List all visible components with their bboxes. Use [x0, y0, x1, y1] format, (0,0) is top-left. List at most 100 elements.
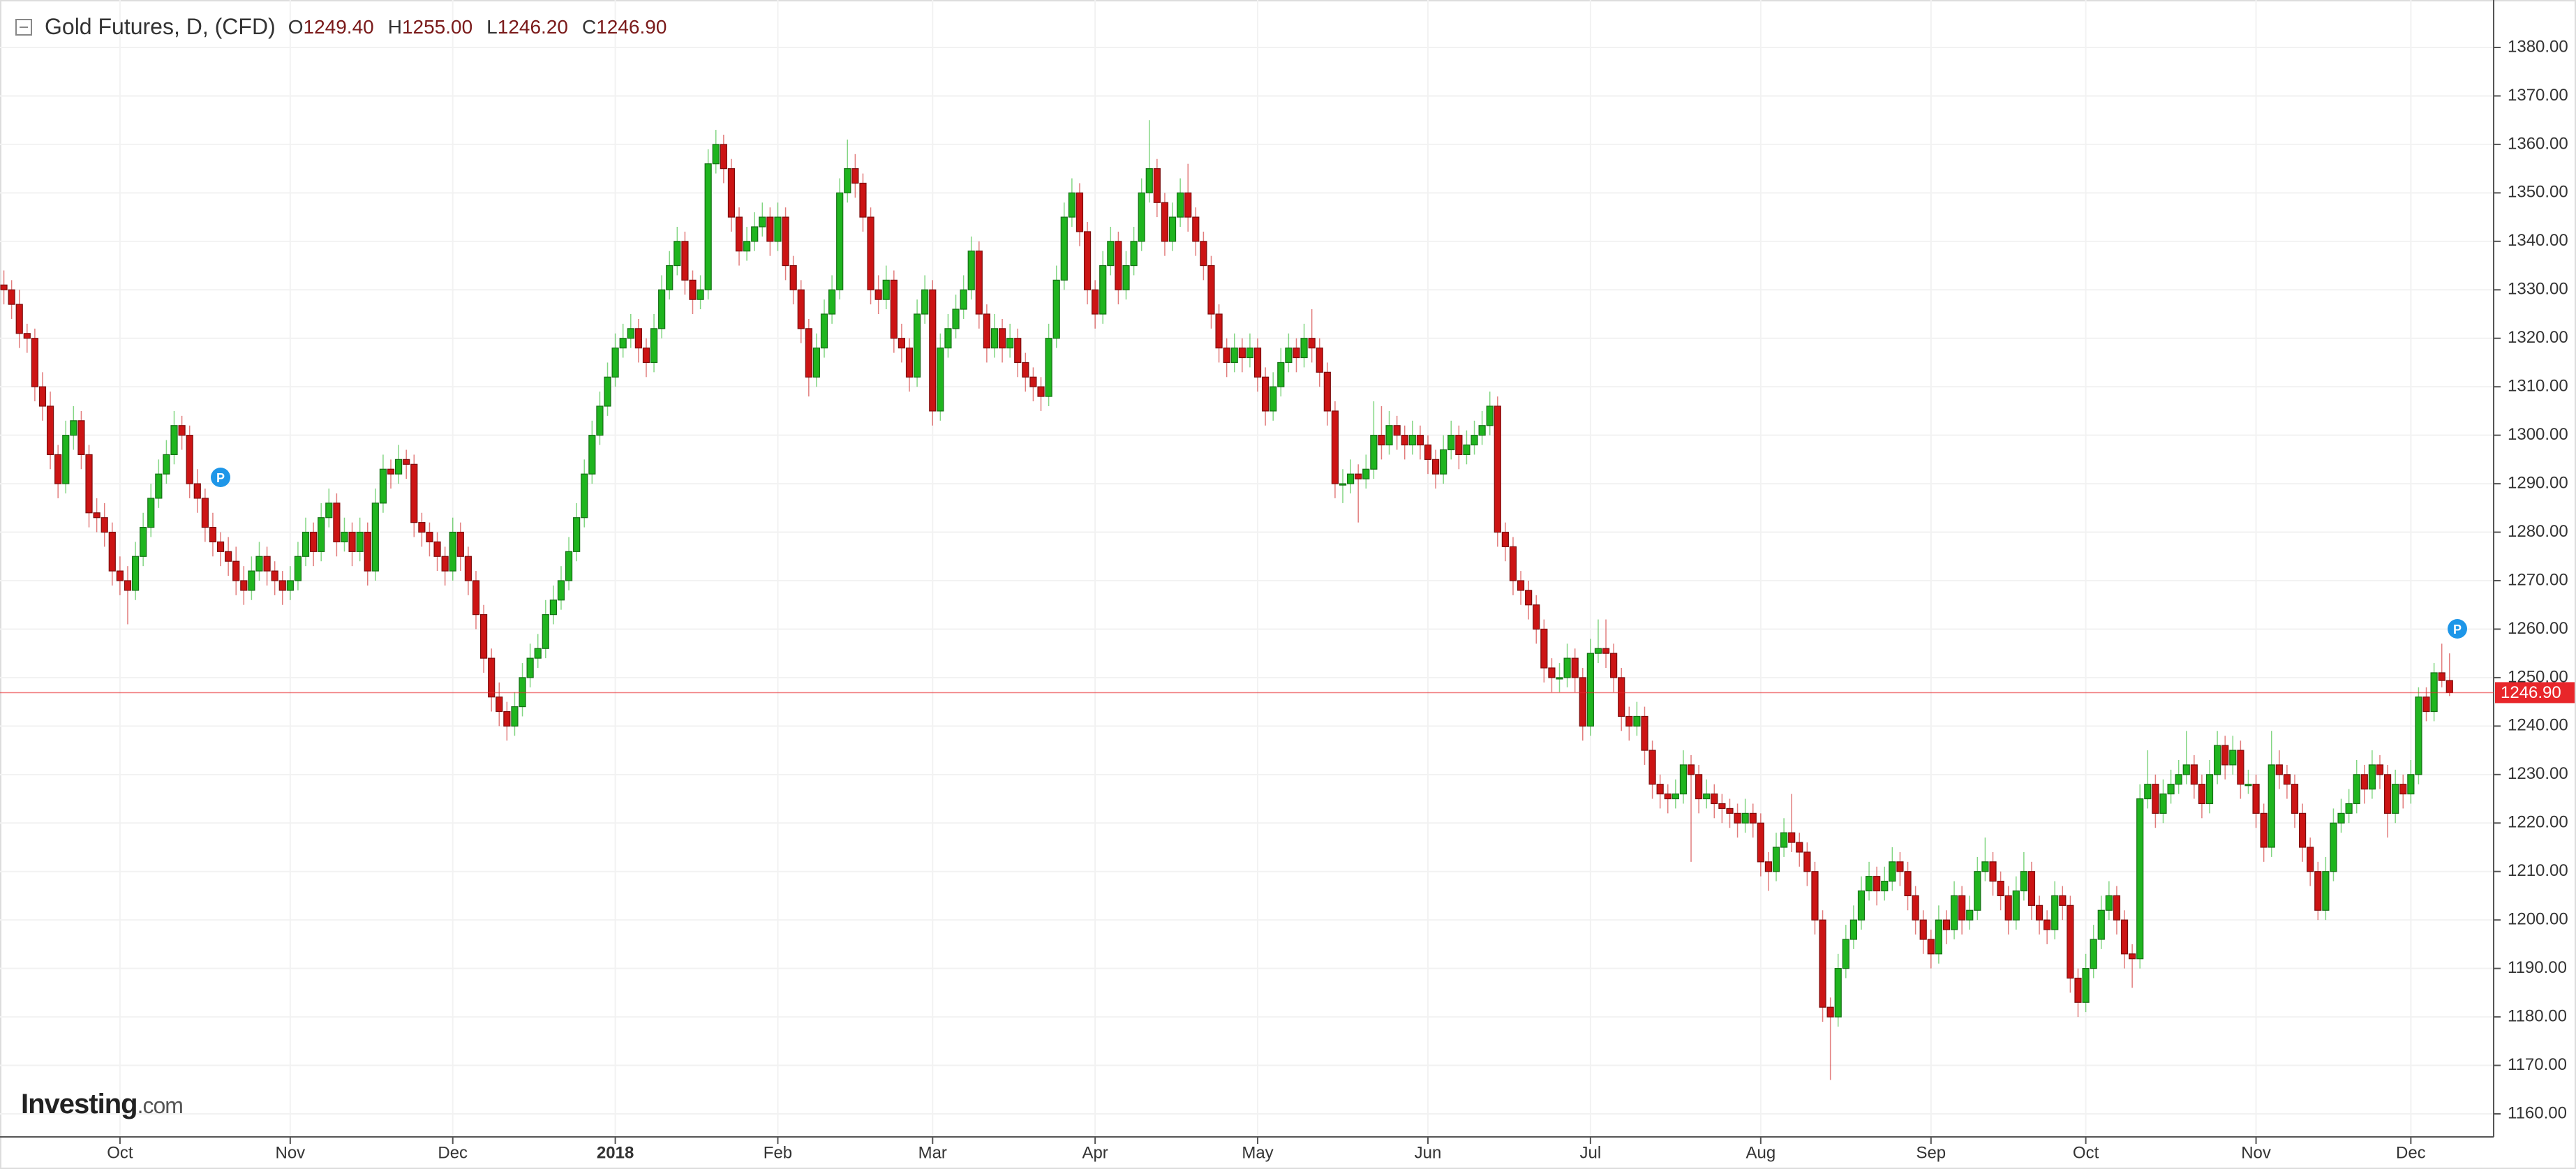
candle-body: [1942, 919, 1951, 930]
candle-body: [1355, 473, 1362, 479]
candle-body: [2144, 784, 2152, 800]
candle-body: [929, 289, 937, 412]
candle-body: [2252, 784, 2260, 814]
candle-body: [1525, 590, 1533, 606]
candle-body: [898, 338, 906, 349]
candle-body: [70, 420, 77, 436]
candle-body: [433, 541, 441, 557]
candle-body: [1362, 468, 1370, 479]
candle-body: [1393, 425, 1401, 436]
candle-body: [2027, 871, 2036, 906]
ohlc-item: L1246.20: [486, 16, 568, 38]
candle-body: [557, 580, 565, 601]
candle-body: [1571, 657, 1579, 678]
candle-body: [2113, 895, 2121, 921]
candle-body: [15, 304, 23, 334]
candle-body: [2283, 774, 2291, 785]
candle-body: [1912, 895, 1919, 921]
candle-body: [2059, 895, 2067, 906]
candle-body: [1501, 531, 1509, 547]
x-tick-label: Sep: [1916, 1143, 1946, 1162]
candle-body: [31, 338, 39, 387]
candle-body: [2330, 822, 2337, 872]
candle-body: [2136, 798, 2144, 960]
candle-body: [2360, 774, 2368, 790]
candle-body: [921, 289, 929, 315]
candle-body: [2074, 977, 2082, 1003]
candle-body: [2229, 750, 2237, 766]
x-tick-label: Nov: [276, 1143, 306, 1162]
candle-body: [1184, 192, 1192, 218]
x-tick-label: Dec: [2396, 1143, 2426, 1162]
last-price-label: 1246.90: [2501, 683, 2561, 702]
candle-body: [1796, 842, 1803, 853]
candle-body: [1966, 909, 1974, 921]
ohlc-value: 1249.40: [303, 15, 374, 38]
brand-suffix: .com: [137, 1093, 184, 1118]
candle-body: [2175, 774, 2182, 785]
candle-body: [828, 289, 836, 315]
y-tick-label: 1190.00: [2508, 958, 2567, 977]
candle-body: [1130, 241, 1138, 267]
candle-body: [1974, 871, 1981, 911]
candle-body: [634, 328, 642, 349]
candle-body: [387, 468, 395, 475]
ohlc-label: L: [486, 15, 498, 38]
candle-body: [503, 710, 511, 727]
candle-body: [2198, 784, 2206, 805]
candle-body: [844, 168, 851, 193]
candle-body: [1092, 289, 1099, 315]
ohlc-item: C1246.90: [582, 16, 667, 38]
candle-body: [426, 531, 433, 543]
candle-body: [1115, 241, 1122, 290]
candle-body: [1029, 376, 1037, 387]
candle-body: [812, 348, 821, 378]
candle-body: [496, 697, 503, 713]
candle-body: [1346, 473, 1355, 484]
candle-body: [673, 241, 681, 267]
candle-body: [2182, 764, 2190, 775]
candle-body: [937, 348, 944, 412]
candle-body: [1594, 648, 1602, 654]
y-tick-label: 1370.00: [2508, 86, 2568, 105]
candle-body: [1408, 435, 1416, 446]
candle-body: [301, 531, 310, 557]
candle-body: [2322, 871, 2330, 911]
candle-body: [163, 454, 170, 475]
candle-body: [395, 459, 403, 475]
collapse-button[interactable]: [15, 18, 32, 36]
candle-body: [488, 657, 496, 698]
candle-body: [797, 289, 805, 329]
candle-body: [913, 313, 921, 378]
y-tick-label: 1310.00: [2508, 377, 2568, 396]
y-tick-label: 1290.00: [2508, 473, 2568, 492]
y-tick-label: 1350.00: [2508, 183, 2568, 202]
candle-body: [1826, 1006, 1834, 1018]
candle-body: [549, 600, 557, 616]
candle-body: [2237, 750, 2244, 785]
candle-body: [666, 265, 673, 290]
candle-body: [1881, 881, 1889, 892]
candle-body: [2368, 764, 2376, 790]
candle-body: [1014, 338, 1022, 364]
candle-body: [100, 517, 108, 533]
candle-body: [1277, 362, 1285, 387]
candle-body: [341, 531, 348, 543]
candle-body: [1378, 435, 1385, 446]
candle-body: [1896, 861, 1904, 872]
candle-body: [379, 468, 387, 504]
candle-body: [1153, 168, 1161, 203]
candle-body: [1052, 279, 1060, 339]
event-marker[interactable]: [211, 468, 230, 487]
x-tick-label: Feb: [764, 1143, 792, 1162]
candle-body: [727, 168, 736, 218]
candle-body: [627, 328, 634, 339]
event-marker[interactable]: [2448, 619, 2467, 639]
candle-body: [348, 531, 356, 552]
candle-body: [581, 473, 588, 519]
candle-body: [318, 517, 325, 552]
y-tick-label: 1180.00: [2508, 1006, 2567, 1025]
candle-body: [93, 512, 100, 519]
candle-body: [325, 502, 333, 519]
candle-body: [867, 216, 874, 290]
